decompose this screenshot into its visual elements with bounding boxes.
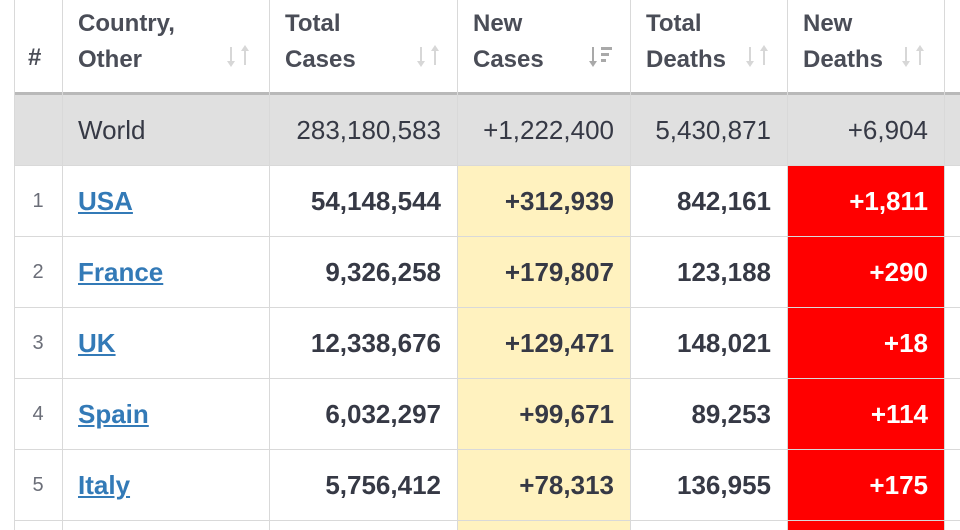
new-cases-cell: +99,671: [458, 379, 630, 450]
table-row: 1 USA 54,148,544 +312,939 842,161 +1,811: [14, 166, 960, 237]
row-rank: 2: [32, 261, 44, 283]
column-header-label: New Deaths: [803, 10, 884, 73]
total-cases-cell: 54,148,544: [310, 186, 441, 216]
row-rank: 1: [32, 190, 44, 212]
total-deaths-cell: 89,253: [691, 399, 771, 429]
column-header-label: Country, Other: [78, 10, 175, 73]
grid-line: [457, 0, 458, 530]
new-deaths-cell: +1,811: [788, 166, 944, 237]
total-cases-cell: 6,032,297: [325, 399, 441, 429]
grid-line: [14, 520, 960, 521]
grid-line: [62, 0, 63, 530]
grid-line: [269, 0, 270, 530]
header-divider: [14, 92, 960, 95]
country-link[interactable]: Spain: [78, 399, 149, 429]
total-deaths-cell: 842,161: [677, 186, 771, 216]
world-label: World: [78, 115, 146, 145]
new-cases-cell: +129,471: [458, 308, 630, 379]
table-row: 4 Spain 6,032,297 +99,671 89,253 +114: [14, 379, 960, 450]
column-header-total-cases[interactable]: Total Cases: [270, 0, 457, 92]
total-cases-cell: 5,756,412: [325, 470, 441, 500]
row-rank: 4: [32, 403, 44, 425]
new-deaths-cell: +18: [788, 308, 944, 379]
sort-icon[interactable]: [227, 41, 253, 71]
total-deaths-cell: 148,021: [677, 328, 771, 358]
total-deaths-cell: 123,188: [677, 257, 771, 287]
grid-line: [787, 0, 788, 530]
country-link[interactable]: UK: [78, 328, 116, 358]
total-cases-cell: 9,326,258: [325, 257, 441, 287]
new-deaths-cell: [788, 521, 944, 530]
total-cases-cell: 12,338,676: [310, 328, 441, 358]
world-new-cases: +1,222,400: [483, 115, 614, 145]
column-header-label: #: [28, 44, 42, 71]
country-link[interactable]: France: [78, 257, 164, 287]
grid-line: [14, 236, 960, 237]
new-cases-cell: +78,313: [458, 450, 630, 521]
grid-line: [14, 165, 960, 166]
new-cases-cell: +312,939: [458, 166, 630, 237]
column-header-rank[interactable]: #: [14, 0, 62, 92]
grid-line: [14, 378, 960, 379]
table-row: 3 UK 12,338,676 +129,471 148,021 +18: [14, 308, 960, 379]
world-total-deaths: 5,430,871: [655, 115, 771, 145]
row-rank: 3: [32, 332, 44, 354]
country-link[interactable]: USA: [78, 186, 133, 216]
sort-icon[interactable]: [417, 41, 443, 71]
table-row: 5 Italy 5,756,412 +78,313 136,955 +175: [14, 450, 960, 521]
grid-line: [14, 0, 15, 530]
table-row: 2 France 9,326,258 +179,807 123,188 +290: [14, 237, 960, 308]
world-total-cases: 283,180,583: [296, 115, 441, 145]
covid-stats-table: # Country, Other Total Cases New Cases T…: [14, 0, 960, 530]
grid-line: [630, 0, 631, 530]
column-header-new-deaths[interactable]: New Deaths: [788, 0, 944, 92]
new-cases-cell: +179,807: [458, 237, 630, 308]
grid-line: [14, 449, 960, 450]
new-cases-cell: [458, 521, 630, 530]
grid-line: [14, 307, 960, 308]
column-header-total-deaths[interactable]: Total Deaths: [631, 0, 787, 92]
grid-line: [944, 0, 945, 530]
country-link[interactable]: Italy: [78, 470, 131, 500]
column-header-label: New Cases: [473, 10, 544, 73]
world-total-row: World 283,180,583 +1,222,400 5,430,871 +…: [14, 95, 960, 165]
sort-icon[interactable]: [746, 41, 772, 71]
sort-desc-icon[interactable]: [589, 41, 615, 71]
column-header-label: Total Cases: [285, 10, 356, 73]
total-deaths-cell: 136,955: [677, 470, 771, 500]
new-deaths-cell: +175: [788, 450, 944, 521]
column-header-label: Total Deaths: [646, 10, 727, 73]
column-header-new-cases[interactable]: New Cases: [458, 0, 630, 92]
table-row-partial: [14, 521, 960, 530]
world-new-deaths: +6,904: [847, 115, 928, 145]
row-rank: 5: [32, 474, 44, 496]
table-header: # Country, Other Total Cases New Cases T…: [14, 0, 960, 92]
new-deaths-cell: +114: [788, 379, 944, 450]
new-deaths-cell: +290: [788, 237, 944, 308]
column-header-country[interactable]: Country, Other: [63, 0, 269, 92]
sort-icon[interactable]: [902, 41, 928, 71]
